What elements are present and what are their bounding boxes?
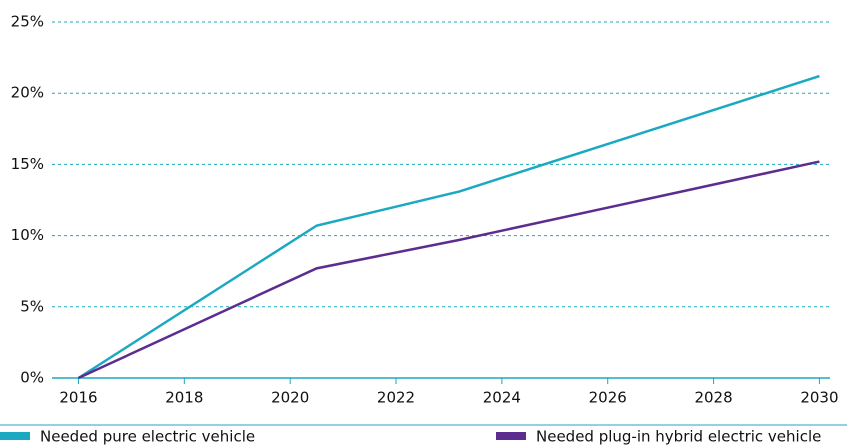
data-line (77, 74, 820, 380)
y-tick-label: 15% (11, 155, 44, 173)
x-tick-label: 2016 (59, 389, 97, 407)
y-tick-label: 20% (11, 84, 44, 102)
legend-swatch (0, 432, 30, 440)
x-tick-label: 2024 (483, 389, 521, 407)
y-tick-label: 10% (11, 226, 44, 244)
x-tick-label: 2030 (800, 389, 838, 407)
x-tick-label: 2018 (165, 389, 203, 407)
legend-swatch (496, 432, 526, 440)
x-tick-label: 2020 (271, 389, 309, 407)
y-tick-label: 5% (20, 297, 44, 315)
y-tick-label: 25% (11, 13, 44, 31)
legend-label: Needed pure electric vehicle (40, 428, 255, 446)
legend-label: Needed plug-in hybrid electric vehicle (536, 428, 821, 446)
x-tick-label: 2022 (377, 389, 415, 407)
data-line (77, 160, 820, 380)
y-tick-label: 0% (20, 369, 44, 387)
x-tick-label: 2026 (589, 389, 627, 407)
x-tick-label: 2028 (694, 389, 732, 407)
